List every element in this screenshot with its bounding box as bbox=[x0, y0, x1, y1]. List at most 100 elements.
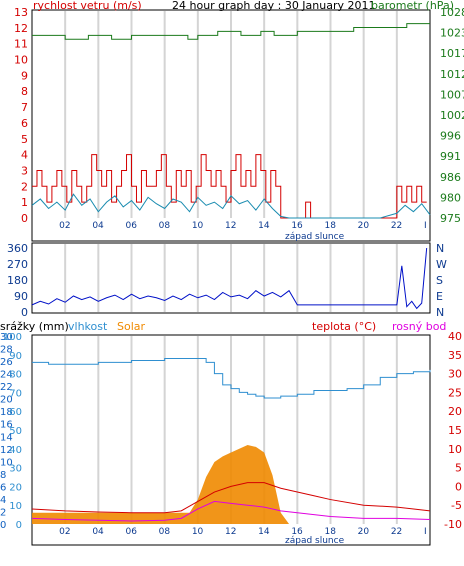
rain-y-tick-label: 26 bbox=[0, 357, 13, 368]
wind-y-tick-label: 6 bbox=[21, 117, 28, 130]
humidity-y-tick-label: 0 bbox=[16, 520, 22, 531]
humidity-y-tick-label: 80 bbox=[9, 370, 22, 381]
x-tick-label: 08 bbox=[159, 527, 171, 537]
direction-y-tick-label: 360 bbox=[7, 242, 28, 255]
x-tick-label: 18 bbox=[325, 527, 337, 537]
barometer-series bbox=[32, 23, 430, 40]
sunset-label-2: západ slunce bbox=[285, 536, 345, 546]
x-tick-label: 10 bbox=[192, 221, 204, 231]
temperature-y-tick-label: 10 bbox=[448, 443, 462, 456]
compass-tick-label: N bbox=[436, 242, 444, 255]
wind-axis-label: rychlost vetru (m/s) bbox=[33, 0, 142, 12]
humidity-y-tick-label: 100 bbox=[3, 332, 22, 343]
rain-y-tick-label: 28 bbox=[0, 345, 13, 356]
x-tick-label: 16 bbox=[291, 527, 303, 537]
barometer-y-tick-label: 1017 bbox=[440, 47, 464, 60]
temperature-y-tick-label: 15 bbox=[448, 424, 462, 437]
temperature-series bbox=[31, 482, 431, 514]
wind-y-tick-label: 2 bbox=[21, 180, 28, 193]
temperature-y-tick-label: 35 bbox=[448, 349, 462, 362]
wind-y-tick-label: 13 bbox=[14, 6, 28, 19]
x-tick-label: 14 bbox=[258, 221, 270, 231]
direction-y-tick-label: 270 bbox=[7, 258, 28, 271]
wind-y-tick-label: 12 bbox=[14, 22, 28, 35]
x-tick-label: 02 bbox=[59, 221, 70, 231]
rain-axis-label: srážky (mm) bbox=[0, 320, 69, 333]
direction-y-tick-label: 0 bbox=[21, 306, 28, 319]
barometer-y-tick-label: 975 bbox=[440, 212, 461, 225]
x-tick-label: 20 bbox=[358, 527, 370, 537]
wind-y-tick-label: 10 bbox=[14, 54, 28, 67]
barometer-axis-label: barometr (hPa) bbox=[371, 0, 454, 12]
rain-y-tick-label: 16 bbox=[0, 420, 13, 431]
wind-y-tick-label: 1 bbox=[21, 196, 28, 209]
temperature-y-tick-label: 30 bbox=[448, 368, 462, 381]
wind-y-tick-label: 3 bbox=[21, 164, 28, 177]
temperature-y-tick-label: 25 bbox=[448, 386, 462, 399]
wind-y-tick-label: 0 bbox=[21, 212, 28, 225]
temperature-y-tick-label: 20 bbox=[448, 405, 462, 418]
barometer-y-tick-label: 1007 bbox=[440, 88, 464, 101]
wind-y-tick-label: 7 bbox=[21, 101, 28, 114]
humidity-y-tick-label: 30 bbox=[9, 464, 22, 475]
x-tick-label: 22 bbox=[391, 221, 402, 231]
wind-y-tick-label: 8 bbox=[21, 85, 28, 98]
humidity-y-tick-label: 90 bbox=[9, 351, 22, 362]
x-tick-label: 12 bbox=[225, 527, 236, 537]
rain-y-tick-label: 22 bbox=[0, 382, 13, 393]
wind-y-tick-label: 11 bbox=[14, 38, 28, 51]
x-tick-label: 18 bbox=[325, 221, 337, 231]
x-tick-label: 10 bbox=[192, 527, 204, 537]
temperature-y-tick-label: -5 bbox=[451, 499, 462, 512]
x-tick-label: 06 bbox=[126, 527, 138, 537]
humidity-series bbox=[32, 358, 431, 399]
dew-point-axis-label: rosný bod bbox=[392, 320, 446, 333]
humidity-y-tick-label: 40 bbox=[9, 445, 22, 456]
x-tick-label: 14 bbox=[258, 527, 270, 537]
x-tick-label: 04 bbox=[92, 221, 104, 231]
chart-title: 24 hour graph day : 30 January 2011 bbox=[172, 0, 376, 12]
humidity-y-tick-label: 70 bbox=[9, 388, 22, 399]
rain-y-tick-label: 20 bbox=[0, 395, 13, 406]
barometer-y-tick-label: 1023 bbox=[440, 27, 464, 40]
wind-direction-series bbox=[31, 247, 428, 310]
temperature-y-tick-label: 5 bbox=[455, 462, 462, 475]
compass-tick-label: N bbox=[436, 306, 444, 319]
humidity-axis-label: vlhkost bbox=[68, 320, 108, 333]
x-tick-label: I bbox=[424, 221, 427, 231]
x-tick-label: 22 bbox=[391, 527, 402, 537]
x-tick-label: 08 bbox=[159, 221, 171, 231]
wind-y-tick-label: 5 bbox=[21, 133, 28, 146]
direction-y-tick-label: 90 bbox=[14, 290, 28, 303]
barometer-y-tick-label: 1002 bbox=[440, 109, 464, 122]
rain-y-tick-label: 4 bbox=[0, 495, 6, 506]
x-tick-label: I bbox=[424, 527, 427, 537]
sunset-label-1: západ slunce bbox=[285, 232, 345, 242]
solar-area-series bbox=[32, 445, 430, 524]
barometer-y-tick-label: 1028 bbox=[440, 6, 464, 19]
rain-y-tick-label: 10 bbox=[0, 457, 13, 468]
direction-y-tick-label: 180 bbox=[7, 274, 28, 287]
rain-y-tick-label: 0 bbox=[0, 520, 6, 531]
humidity-y-tick-label: 10 bbox=[9, 501, 22, 512]
rain-y-tick-label: 2 bbox=[0, 507, 6, 518]
humidity-y-tick-label: 20 bbox=[9, 482, 22, 493]
rain-y-tick-label: 14 bbox=[0, 432, 13, 443]
temperature-axis-label: teplota (°C) bbox=[312, 320, 376, 333]
humidity-y-tick-label: 60 bbox=[9, 407, 22, 418]
x-tick-label: 06 bbox=[126, 221, 138, 231]
compass-tick-label: S bbox=[436, 274, 443, 287]
rain-y-tick-label: 24 bbox=[0, 370, 13, 381]
rain-y-tick-label: 18 bbox=[0, 407, 13, 418]
rain-y-tick-label: 8 bbox=[0, 470, 6, 481]
wind-average-series bbox=[31, 193, 431, 219]
barometer-y-tick-label: 980 bbox=[440, 191, 461, 204]
barometer-y-tick-label: 991 bbox=[440, 150, 461, 163]
wind-y-tick-label: 9 bbox=[21, 69, 28, 82]
rain-y-tick-label: 6 bbox=[0, 482, 6, 493]
